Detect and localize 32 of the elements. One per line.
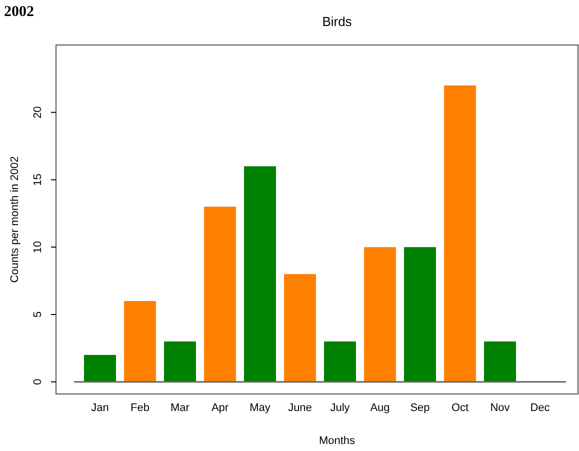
x-tick-label: Mar [170,402,190,414]
text: 2002 [4,4,34,20]
x-tick-label: Aug [370,402,390,414]
y-tick-label: 15 [32,174,44,186]
y-tick-label: 10 [32,241,44,254]
bar [364,247,396,382]
x-axis-title: Months [318,435,356,447]
x-tick-label: Oct [451,402,469,414]
bar [204,206,236,382]
bar [484,341,516,382]
y-tick-label: 20 [32,106,44,118]
x-tick-label: Nov [490,402,510,414]
x-tick-label: Jan [91,402,109,414]
bar [124,301,156,382]
y-tick-label: 0 [32,378,44,385]
bar [444,85,476,382]
bar [84,354,116,382]
x-tick-label: July [330,402,350,414]
bar [324,341,356,382]
chart-title: Birds [322,14,352,29]
x-tick-label: Feb [130,402,150,414]
bar [284,274,316,382]
y-axis-title: Counts per month in 2002 [9,156,21,283]
bar [404,247,436,382]
x-tick-label: Apr [211,402,229,414]
x-tick-label: June [288,402,312,414]
x-tick-label: Sep [410,402,430,414]
bar [244,166,276,382]
bar [164,341,196,382]
x-tick-label: May [250,402,271,414]
x-tick-label: Dec [530,402,550,414]
y-tick-label: 5 [32,311,44,318]
